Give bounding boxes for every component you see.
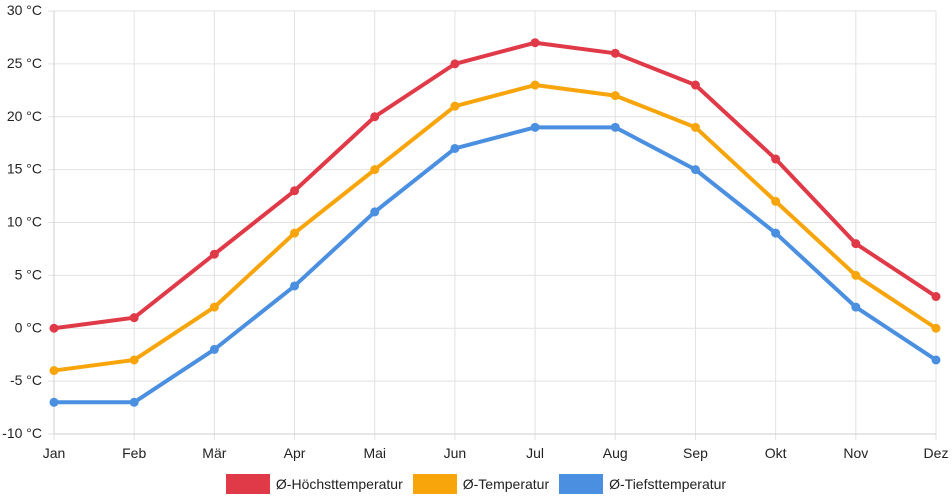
series-lines xyxy=(52,40,938,405)
data-point[interactable] xyxy=(931,323,941,333)
x-tick-label: Jul xyxy=(526,445,544,461)
legend-item[interactable]: Ø-Tiefsttemperatur xyxy=(559,474,726,494)
legend-label: Ø-Höchsttemperatur xyxy=(275,476,403,492)
data-point[interactable] xyxy=(530,122,540,132)
data-point[interactable] xyxy=(690,80,700,90)
data-point[interactable] xyxy=(290,228,300,238)
x-tick-label: Okt xyxy=(765,445,787,461)
data-point[interactable] xyxy=(370,207,380,217)
data-point[interactable] xyxy=(450,143,460,153)
data-point[interactable] xyxy=(49,366,59,376)
chart-legend: Ø-Höchsttemperatur Ø-Temperatur Ø-Tiefstte… xyxy=(0,472,952,496)
data-point[interactable] xyxy=(209,302,219,312)
series-line-2 xyxy=(52,125,938,405)
data-point[interactable] xyxy=(690,165,700,175)
data-point[interactable] xyxy=(290,281,300,291)
y-tick-label: 25 °C xyxy=(7,55,42,71)
y-axis: 30 °C 25 °C 20 °C 15 °C 10 °C 5 °C 0 °C -5 °C -1… xyxy=(2,2,55,441)
data-point[interactable] xyxy=(129,313,139,323)
x-tick-label: Sep xyxy=(683,445,708,461)
data-point[interactable] xyxy=(450,59,460,69)
x-tick-label: Mär xyxy=(202,445,226,461)
data-point[interactable] xyxy=(690,122,700,132)
legend-swatch xyxy=(225,474,270,494)
series-points xyxy=(49,38,941,407)
legend-label: Ø-Tiefsttemperatur xyxy=(609,476,727,492)
series-line-0 xyxy=(52,40,938,331)
y-tick-label: -10 °C xyxy=(2,425,42,441)
y-tick-label: -5 °C xyxy=(10,372,42,388)
legend-swatch xyxy=(559,474,604,494)
data-point[interactable] xyxy=(290,186,300,196)
data-point[interactable] xyxy=(530,38,540,48)
data-point[interactable] xyxy=(610,48,620,58)
x-tick-label: Mai xyxy=(363,445,386,461)
x-tick-label: Nov xyxy=(843,445,868,461)
data-point[interactable] xyxy=(209,249,219,259)
legend-item[interactable]: Ø-Temperatur xyxy=(412,474,550,494)
series-line-1 xyxy=(52,83,938,373)
data-point[interactable] xyxy=(771,154,781,164)
grid xyxy=(53,10,937,440)
y-tick-label: 10 °C xyxy=(7,214,42,230)
x-tick-label: Aug xyxy=(603,445,628,461)
data-point[interactable] xyxy=(771,196,781,206)
data-point[interactable] xyxy=(530,80,540,90)
data-point[interactable] xyxy=(851,239,861,249)
x-tick-label: Jun xyxy=(444,445,467,461)
data-point[interactable] xyxy=(370,165,380,175)
data-point[interactable] xyxy=(209,344,219,354)
data-point[interactable] xyxy=(129,355,139,365)
data-point[interactable] xyxy=(49,397,59,407)
y-tick-label: 5 °C xyxy=(15,266,42,282)
x-axis: Jan Feb Mär Apr Mai Jun Jul Aug Sep Okt Nov Dez xyxy=(43,433,949,461)
x-tick-label: Jan xyxy=(43,445,66,461)
data-point[interactable] xyxy=(931,355,941,365)
data-point[interactable] xyxy=(129,397,139,407)
x-tick-label: Dez xyxy=(924,445,949,461)
data-point[interactable] xyxy=(610,122,620,132)
data-point[interactable] xyxy=(49,323,59,333)
temperature-line-chart: 30 °C 25 °C 20 °C 15 °C 10 °C 5 °C 0 °C -5 °C -1… xyxy=(2,2,949,461)
x-tick-label: Feb xyxy=(122,445,146,461)
data-point[interactable] xyxy=(370,112,380,122)
data-point[interactable] xyxy=(931,292,941,302)
legend-label: Ø-Temperatur xyxy=(462,476,550,492)
legend-swatch xyxy=(412,474,457,494)
y-tick-label: 0 °C xyxy=(15,319,42,335)
legend-item[interactable]: Ø-Höchsttemperatur xyxy=(225,474,403,494)
data-point[interactable] xyxy=(450,101,460,111)
y-tick-label: 30 °C xyxy=(7,2,42,18)
data-point[interactable] xyxy=(771,228,781,238)
data-point[interactable] xyxy=(851,270,861,280)
x-tick-label: Apr xyxy=(284,445,306,461)
data-point[interactable] xyxy=(610,91,620,101)
y-tick-label: 20 °C xyxy=(7,108,42,124)
data-point[interactable] xyxy=(851,302,861,312)
y-tick-label: 15 °C xyxy=(7,161,42,177)
